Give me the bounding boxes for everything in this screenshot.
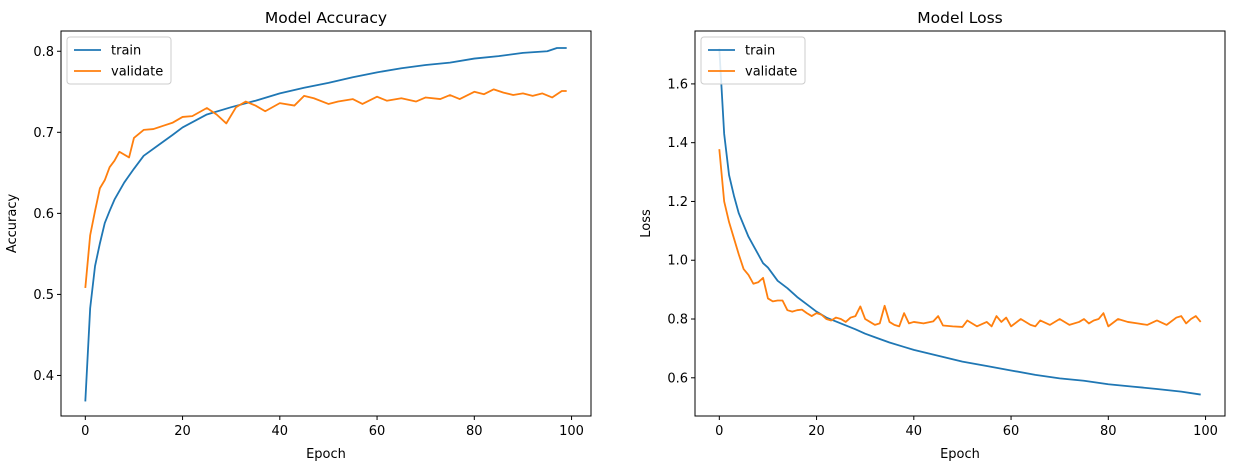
x-tick-label: 0 xyxy=(715,424,723,439)
series-line-validate xyxy=(84,88,567,289)
y-tick-label: 1.2 xyxy=(667,195,688,210)
x-tick-label: 60 xyxy=(369,424,386,439)
y-tick-label: 0.6 xyxy=(667,371,688,386)
y-tick-label: 0.8 xyxy=(33,45,54,60)
y-tick-label: 0.6 xyxy=(33,207,54,222)
series-line-train xyxy=(718,48,1201,396)
legend-entry-validate: validate xyxy=(111,65,163,80)
x-tick-label: 20 xyxy=(174,424,191,439)
y-tick-label: 0.7 xyxy=(33,126,54,141)
y-tick-label: 0.5 xyxy=(33,288,54,303)
chart-panel-2: 0 20 40 60 80 100 0.6 0.8 1.0 1.2 1.4 1.6 Model Loss… xyxy=(639,9,1226,462)
plot-area xyxy=(61,31,591,416)
x-tick-label: 0 xyxy=(81,424,89,439)
y-tick-label: 0.8 xyxy=(667,313,688,328)
plot-area xyxy=(695,31,1225,416)
chart-title: Model Accuracy xyxy=(265,9,387,27)
series-line-validate xyxy=(718,149,1202,328)
x-tick-label: 40 xyxy=(906,424,923,439)
x-tick-label: 100 xyxy=(1193,424,1218,439)
x-tick-label: 40 xyxy=(272,424,289,439)
axes-frame xyxy=(694,30,1226,417)
y-axis-label: Accuracy xyxy=(5,194,20,254)
x-tick-label: 100 xyxy=(559,424,584,439)
x-tick-label: 80 xyxy=(466,424,483,439)
chart-panel-1: 0 20 40 60 80 100 0.4 0.5 0.6 0.7 0.8 Model Accurac… xyxy=(5,9,592,462)
legend: train validate xyxy=(700,36,806,85)
x-tick-label: 80 xyxy=(1100,424,1117,439)
y-tick-label: 1.6 xyxy=(667,77,688,92)
chart-title: Model Loss xyxy=(917,9,1002,27)
axes-frame xyxy=(60,30,592,417)
y-tick-label: 1.4 xyxy=(667,136,688,151)
y-tick-label: 1.0 xyxy=(667,254,688,269)
x-axis-label: Epoch xyxy=(940,447,980,462)
legend-box xyxy=(66,36,172,85)
x-tick-label: 60 xyxy=(1003,424,1020,439)
legend-entry-train: train xyxy=(745,44,775,59)
legend-entry-validate: validate xyxy=(745,65,797,80)
legend-entry-train: train xyxy=(111,44,141,59)
legend-box xyxy=(700,36,806,85)
x-axis-label: Epoch xyxy=(306,447,346,462)
legend: train validate xyxy=(66,36,172,85)
x-tick-label: 20 xyxy=(808,424,825,439)
y-axis-label: Loss xyxy=(639,209,654,238)
y-tick-label: 0.4 xyxy=(33,369,54,384)
